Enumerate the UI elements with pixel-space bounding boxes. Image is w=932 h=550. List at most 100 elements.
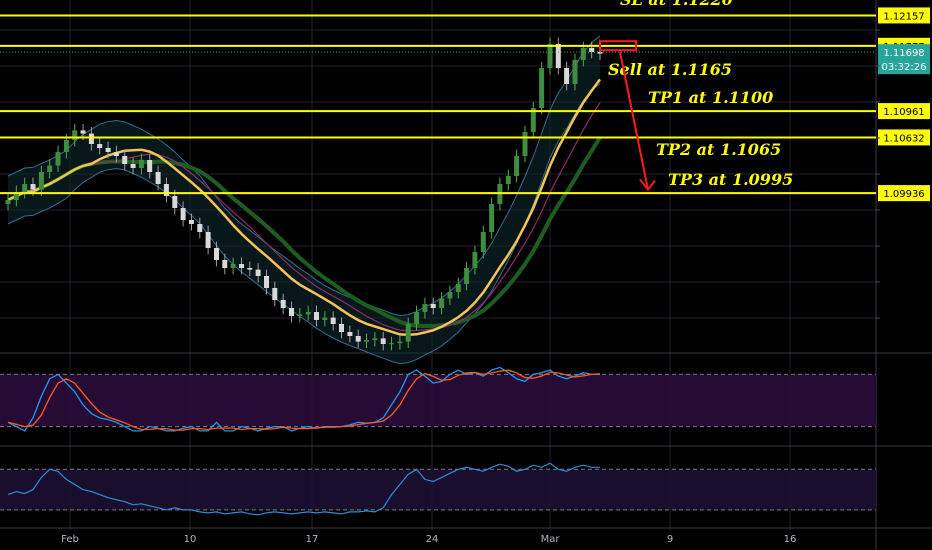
current-price-box xyxy=(878,44,930,75)
candle-body xyxy=(380,338,386,344)
countdown-text: 03:32:26 xyxy=(882,62,927,73)
candle-body xyxy=(597,52,603,54)
candle-body xyxy=(230,264,236,268)
candle-body xyxy=(30,184,36,190)
candle-body xyxy=(13,192,19,200)
candle-body xyxy=(80,130,86,134)
candle-body xyxy=(355,336,361,342)
candle-body xyxy=(289,308,294,316)
candle-body xyxy=(239,264,244,268)
candle-body xyxy=(172,196,178,208)
candle-body xyxy=(55,152,61,166)
candle-body xyxy=(539,68,545,108)
candle-body xyxy=(389,343,394,345)
current-price-text: 1.11698 xyxy=(883,48,924,59)
sell-zone-box xyxy=(599,40,637,52)
time-axis: Feb 10 17 24 Mar 9 16 xyxy=(61,534,796,545)
candle-body xyxy=(472,252,478,268)
candle-body xyxy=(314,312,319,320)
sell-arrow-line xyxy=(619,51,649,190)
candle-body xyxy=(447,292,453,299)
annotation-label: SL at 1.1220 xyxy=(620,0,733,9)
time-tick-label: 10 xyxy=(184,534,197,545)
price-label-text: 1.10961 xyxy=(883,107,924,118)
moving-average-purple xyxy=(7,102,601,332)
candle-body xyxy=(264,276,269,288)
time-tick-label: 16 xyxy=(784,534,797,545)
candle-body xyxy=(155,172,161,184)
candle-body xyxy=(322,317,328,320)
bollinger-lower xyxy=(7,83,601,365)
price-label-box xyxy=(878,7,930,24)
rsi-line xyxy=(7,462,600,516)
candle-body xyxy=(372,338,378,340)
candle-body xyxy=(580,48,586,60)
stoch-k-line xyxy=(7,366,600,432)
stochastic-pane xyxy=(0,366,876,432)
candle-body xyxy=(305,312,311,315)
annotation-label: Sell at 1.1165 xyxy=(608,60,732,79)
candle-body xyxy=(147,160,153,172)
candle-body xyxy=(247,268,253,270)
candle-body xyxy=(47,165,53,172)
candle-body xyxy=(113,152,119,156)
bollinger-band-fill xyxy=(8,35,600,364)
candle-body xyxy=(505,176,511,184)
candle-body xyxy=(163,184,169,196)
candle-body xyxy=(530,108,536,132)
candle-body xyxy=(222,260,228,268)
candle-body xyxy=(180,208,186,220)
bollinger-upper xyxy=(7,35,601,317)
candle-body xyxy=(197,224,203,232)
price-label-text: 1.12157 xyxy=(883,11,924,22)
candle-body xyxy=(564,68,570,84)
candle-body xyxy=(339,324,344,332)
candle-body xyxy=(255,269,261,276)
candle-body xyxy=(572,60,578,84)
candle-body xyxy=(364,340,369,342)
trade-annotations: SL at 1.1220 Sell at 1.1165 TP1 at 1.1100 T… xyxy=(599,0,793,192)
time-tick-label: 9 xyxy=(667,534,673,545)
stoch-band xyxy=(0,374,876,427)
price-label-box xyxy=(878,103,930,120)
candle-body xyxy=(63,140,69,152)
candle-body xyxy=(205,232,211,248)
price-label-box xyxy=(878,185,930,202)
candle-body xyxy=(455,284,461,292)
candle-body xyxy=(414,312,420,324)
candle-body xyxy=(514,156,520,176)
candle-body xyxy=(280,300,286,308)
annotation-label: TP3 at 1.0995 xyxy=(668,170,793,189)
candle-body xyxy=(105,148,111,152)
candle-body xyxy=(72,130,78,140)
candle-body xyxy=(430,304,436,308)
candle-body xyxy=(422,304,428,312)
time-tick-label: Mar xyxy=(541,534,561,545)
candle-body xyxy=(464,268,470,284)
candle-body xyxy=(138,160,144,168)
annotation-label: TP2 at 1.1065 xyxy=(656,140,781,159)
rsi-pane xyxy=(0,462,876,516)
candle-body xyxy=(555,44,561,68)
candle-body xyxy=(480,232,486,252)
candle-body xyxy=(489,204,495,232)
candle-body xyxy=(397,341,403,344)
time-tick-label: 17 xyxy=(306,534,319,545)
moving-average-orange xyxy=(7,78,602,337)
candle-body xyxy=(547,44,553,68)
candle-body xyxy=(38,172,44,190)
candle-body xyxy=(522,132,528,156)
price-levels xyxy=(0,14,876,195)
candle-body xyxy=(330,317,336,324)
candle-body xyxy=(214,248,219,260)
candle-body xyxy=(5,200,11,204)
price-label-text: 1.09936 xyxy=(883,189,924,200)
candle-body xyxy=(297,314,303,316)
candle-body xyxy=(22,184,28,192)
sell-arrow-head xyxy=(639,178,656,192)
rsi-band xyxy=(0,469,876,510)
annotation-label: TP1 at 1.1100 xyxy=(648,88,773,107)
candle-body xyxy=(88,133,94,144)
candle-body xyxy=(272,288,278,300)
